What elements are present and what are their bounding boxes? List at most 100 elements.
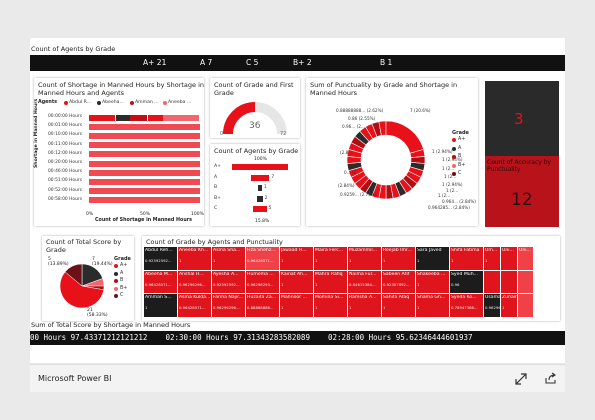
funnel-category: A [214,174,218,180]
powerbi-link[interactable]: Microsoft Power BI [38,374,112,383]
treemap-cell-value: 1 [315,281,318,287]
treemap-cell-name: Huzaifa Za... [247,295,277,300]
treemap-cell: Asma Kulda... 0.96428571... [178,294,211,317]
grade-ticker: A+ 21 A 7 C 5 B+ 2 B 1 [30,55,565,71]
accuracy-top-value: 3 [514,110,524,128]
gauge-min: 0 [220,131,224,137]
legend-dot [114,286,118,291]
share-icon[interactable] [544,372,557,385]
gauge-title-1: Count of Grade and First [214,81,294,89]
pie-label-a: 7 (19.44%) [92,257,113,267]
treemap-cell: Reejab Imr... 1 [382,247,415,270]
legend-item-label: Abeeha... [102,100,124,105]
x-tick-1: 50% [140,212,151,217]
treemap-cell-name: Ramsha A... [349,295,377,300]
accuracy-value: 12 [511,190,533,210]
expand-icon[interactable] [515,373,527,385]
treemap-cell: Ramsha A... 1 [348,294,381,317]
treemap-cell-value: 1 [417,281,420,287]
legend-item-label: Abdul R... [69,100,92,105]
donut-label: 0.88888888... (2.62%) [336,108,384,113]
treemap-cell-name: Syeda Ko... [451,295,477,300]
legend-dot [64,101,68,105]
punctuality-card[interactable]: Sum of Punctuality by Grade and Shortage… [306,78,478,226]
bar-segment [147,114,163,121]
treemap-cell: Mahnoor ... 1 [280,294,313,317]
treemap-cell [518,294,533,317]
donut-label: 0.964285... (2.84%) [428,205,470,210]
treemap-cell-name: Usama ... [485,295,500,300]
legend-title: Agents [38,100,57,105]
treemap-cell-value: 0.96428571... [145,281,172,287]
gauge-value: 36 [249,121,261,131]
treemap-cell-value: 1 [145,305,148,310]
treemap-cell: Kainat Ah... 1 [280,270,313,293]
treemap-cell-name: Kainat Ah... [281,271,308,277]
bar-segment [89,178,200,185]
treemap-cell-name: Um... [485,248,498,253]
treemap-cell-name: Ayesha A... [213,271,239,277]
treemap-cell: Aneeba Kh... 1 [178,247,211,270]
score-ticker: 00 Hours 97.43371212121212 02:30:00 Hour… [30,331,565,345]
donut-label: (2.8... [340,150,353,155]
donut-label: 1 (2... [444,174,457,179]
treemap-cell-name: Aneeba Kh... [179,248,209,253]
treemap-cell: Jawaad H... 1 [280,247,313,270]
grade-ticker-title: Count of Agents by Grade [31,45,116,53]
treemap-cell-value: 0.96296296... [179,281,206,287]
score-ticker-title: Sum of Total Score by Shortage in Manned… [31,321,191,329]
donut-label: (2.84%) [338,183,355,188]
treemap-cell-value: 1 [485,258,488,263]
treemap-cell-name: Mahra Rafiq [315,271,343,277]
treemap-cell-value: 1 [502,305,505,310]
donut-label: 0.964... (2.84%) [442,199,476,204]
report-canvas: Count of Agents by Grade A+ 21 A 7 C 5 B… [30,38,565,363]
accuracy-title: Count of Accuracy by Punctuality [487,159,552,173]
treemap-cell-value: 1 [281,258,284,263]
grade-count-a: A 7 [200,58,213,67]
treemap-cell-value: 0.96296293... [247,281,274,287]
legend-item-label: Aneeba ... [168,100,192,105]
total-score-pie [59,263,105,309]
legend-dot [452,172,456,176]
gauge-card[interactable]: Count of Grade and First Grade 0 36 72 [210,78,300,138]
category-label: 00:51:00 Hours [48,178,82,184]
donut-slice [385,120,424,154]
treemap-cell-value: 0.96296296... [213,305,240,310]
funnel-bar [232,164,288,170]
legend-dot [114,264,118,268]
legend-item-label: C [120,293,124,298]
treemap-cell-name: Asma Sha... [213,248,241,253]
category-label: 00:46:00 Hours [48,169,82,175]
funnel-card[interactable]: Count of Agents by Grade 100% A+ A 7 B 1 B+ 2 C… [210,144,300,226]
treemap-cell-name: Sahifa Afaq [383,295,410,300]
treemap-cell-value: 1 [315,258,318,263]
legend-item-label: A+ [458,137,466,142]
bar-segment [89,169,200,176]
treemap-cell: Asma Sha... 1 [212,247,245,270]
legend-item-label: B+ [458,162,466,168]
legend-item-label: A [458,145,462,151]
treemap-cell-name: Reejab Imr... [383,248,412,253]
funnel-value-label: 1 [264,185,267,190]
treemap-cell: Muzammil... 1 [348,247,381,270]
accuracy-card[interactable]: 3 Count of Accuracy by Punctuality 12 [485,81,559,227]
donut-label: 0.86 (2.55%) [348,116,376,121]
legend-item-label: A+ [120,263,128,268]
bar-segment [130,114,148,121]
treemap-cell: Zunaira ... 1 [501,294,517,317]
treemap-cell-name: Naima Fur... [349,271,377,277]
grade-count-bplus: B+ 2 [293,58,312,67]
legend-dot [114,279,118,283]
pie-slice [64,263,83,287]
legend-dot [97,101,101,105]
total-score-card[interactable]: Count of Total Score by Grade 5 (13.89%)… [42,236,134,321]
donut-label: 1 (2.94%) [432,149,453,154]
grade-agents-card[interactable]: Count of Grade by Agents and Punctuality… [142,236,560,321]
treemap-cell-value: 1 [349,258,352,263]
shortage-agents-card[interactable]: Count of Shortage in Manned Hours by Sho… [34,78,204,226]
donut-label: 1 (2... [446,188,459,193]
treemap-cell-name: Momina Si... [315,295,344,300]
funnel-category: B [214,185,218,190]
bar-segment [163,114,200,121]
